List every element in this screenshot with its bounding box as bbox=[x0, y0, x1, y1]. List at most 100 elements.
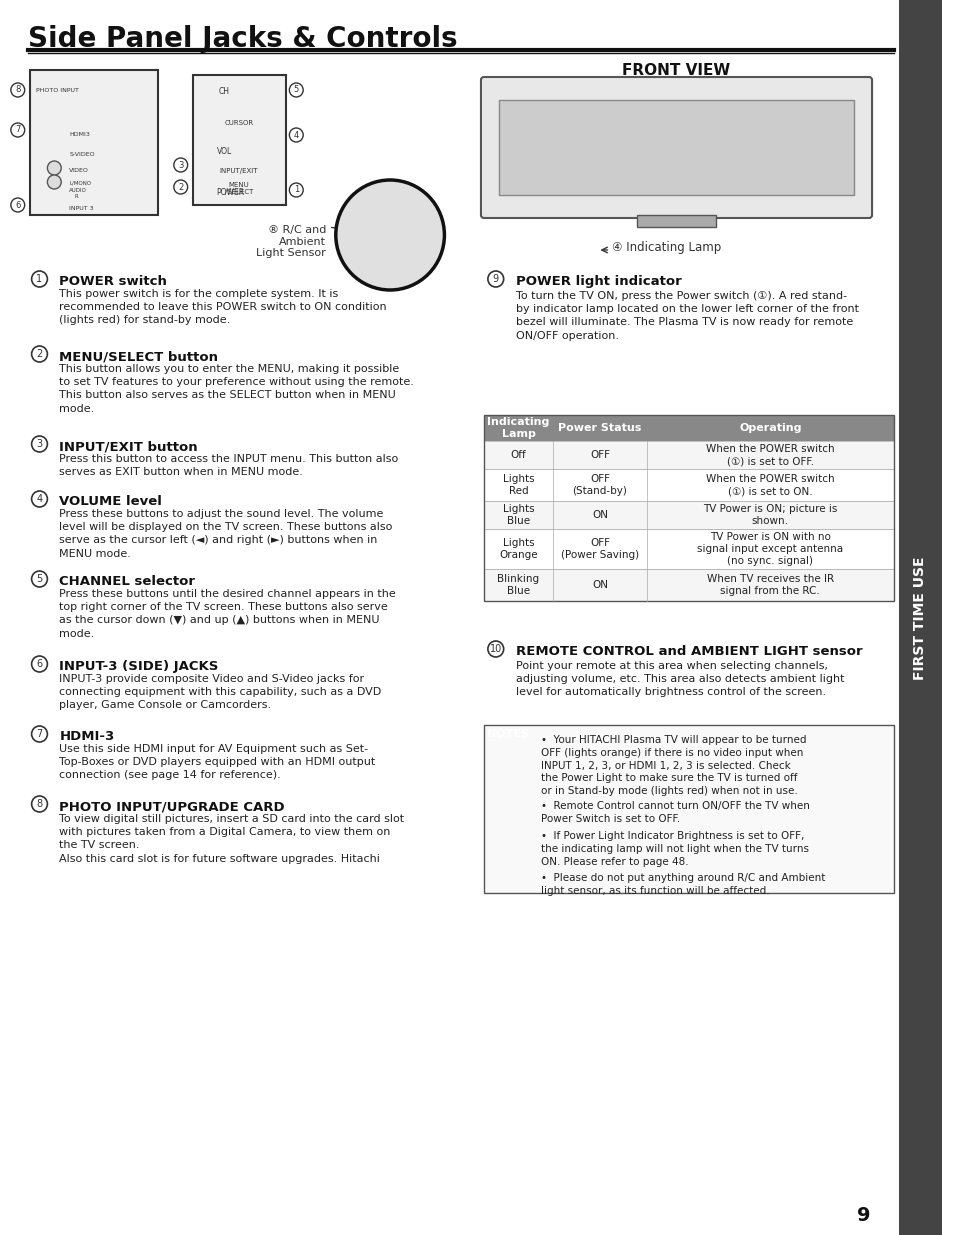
Text: S-VIDEO: S-VIDEO bbox=[69, 152, 94, 158]
Text: 1: 1 bbox=[36, 274, 43, 284]
Text: •  If Power Light Indicator Brightness is set to OFF,
the indicating lamp will n: • If Power Light Indicator Brightness is… bbox=[540, 831, 808, 867]
Text: OFF
(Stand-by): OFF (Stand-by) bbox=[572, 474, 627, 496]
Text: 2: 2 bbox=[178, 183, 183, 191]
Text: Press these buttons until the desired channel appears in the
top right corner of: Press these buttons until the desired ch… bbox=[59, 589, 395, 638]
FancyBboxPatch shape bbox=[637, 215, 716, 227]
Text: 8: 8 bbox=[36, 799, 43, 809]
Circle shape bbox=[487, 641, 503, 657]
Text: This button allows you to enter the MENU, making it possible
to set TV features : This button allows you to enter the MENU… bbox=[59, 364, 414, 414]
FancyBboxPatch shape bbox=[483, 441, 893, 469]
Text: Power Status: Power Status bbox=[558, 424, 641, 433]
Circle shape bbox=[48, 161, 61, 175]
Text: When TV receives the IR
signal from the RC.: When TV receives the IR signal from the … bbox=[706, 574, 833, 597]
FancyBboxPatch shape bbox=[483, 569, 893, 601]
Text: 3: 3 bbox=[178, 161, 183, 169]
Text: VOL: VOL bbox=[216, 147, 232, 156]
Text: POWER: POWER bbox=[215, 188, 244, 198]
Text: 5: 5 bbox=[36, 574, 43, 584]
Text: TV Power is ON; picture is
shown.: TV Power is ON; picture is shown. bbox=[702, 504, 837, 526]
Text: INPUT 3: INPUT 3 bbox=[69, 206, 93, 211]
FancyBboxPatch shape bbox=[898, 0, 942, 1235]
Text: R: R bbox=[74, 194, 78, 200]
Text: 8: 8 bbox=[15, 85, 20, 95]
Text: Side Panel Jacks & Controls: Side Panel Jacks & Controls bbox=[28, 25, 456, 53]
Text: REMOTE CONTROL and AMBIENT LIGHT sensor: REMOTE CONTROL and AMBIENT LIGHT sensor bbox=[515, 645, 862, 658]
Circle shape bbox=[31, 436, 48, 452]
Text: FRONT VIEW: FRONT VIEW bbox=[621, 63, 730, 78]
Text: This power switch is for the complete system. It is
recommended to leave this PO: This power switch is for the complete sy… bbox=[59, 289, 387, 325]
Text: •  Please do not put anything around R/C and Ambient
light sensor, as its functi: • Please do not put anything around R/C … bbox=[540, 873, 824, 895]
Text: Blinking
Blue: Blinking Blue bbox=[497, 574, 539, 597]
Text: POWER light indicator: POWER light indicator bbox=[515, 275, 680, 288]
Text: ® R/C and
Ambient
Light Sensor: ® R/C and Ambient Light Sensor bbox=[256, 225, 326, 258]
Text: INPUT-3 (SIDE) JACKS: INPUT-3 (SIDE) JACKS bbox=[59, 659, 218, 673]
Text: When the POWER switch
(①) is set to ON.: When the POWER switch (①) is set to ON. bbox=[705, 474, 834, 496]
Circle shape bbox=[487, 270, 503, 287]
Circle shape bbox=[31, 656, 48, 672]
Text: /SELECT: /SELECT bbox=[225, 189, 253, 195]
Text: •  Remote Control cannot turn ON/OFF the TV when
Power Switch is set to OFF.: • Remote Control cannot turn ON/OFF the … bbox=[540, 802, 809, 824]
Text: MENU/SELECT button: MENU/SELECT button bbox=[59, 350, 218, 363]
FancyBboxPatch shape bbox=[193, 75, 286, 205]
Text: INPUT-3 provide composite Video and S-Video jacks for
connecting equipment with : INPUT-3 provide composite Video and S-Vi… bbox=[59, 674, 381, 710]
Text: HDMI3: HDMI3 bbox=[69, 132, 90, 137]
Text: PHOTO INPUT: PHOTO INPUT bbox=[36, 88, 79, 93]
Text: CHANNEL selector: CHANNEL selector bbox=[59, 576, 195, 588]
Text: 6: 6 bbox=[15, 200, 20, 210]
Circle shape bbox=[289, 128, 303, 142]
Text: 9: 9 bbox=[857, 1207, 870, 1225]
Text: VIDEO: VIDEO bbox=[69, 168, 89, 173]
Text: Lights
Blue: Lights Blue bbox=[502, 504, 534, 526]
Text: Press these buttons to adjust the sound level. The volume
level will be displaye: Press these buttons to adjust the sound … bbox=[59, 509, 393, 558]
Circle shape bbox=[31, 346, 48, 362]
Text: VOLUME level: VOLUME level bbox=[59, 495, 162, 508]
Text: 3: 3 bbox=[36, 438, 43, 450]
Text: To view digital still pictures, insert a SD card into the card slot
with picture: To view digital still pictures, insert a… bbox=[59, 814, 404, 863]
Text: 6: 6 bbox=[36, 659, 43, 669]
Text: CURSOR: CURSOR bbox=[224, 120, 253, 126]
Circle shape bbox=[31, 492, 48, 508]
Text: OFF
(Power Saving): OFF (Power Saving) bbox=[560, 537, 639, 561]
Text: 4: 4 bbox=[294, 131, 298, 140]
Circle shape bbox=[31, 797, 48, 811]
Circle shape bbox=[173, 158, 188, 172]
FancyBboxPatch shape bbox=[480, 77, 871, 219]
Text: Operating: Operating bbox=[739, 424, 801, 433]
Text: Indicating
Lamp: Indicating Lamp bbox=[487, 417, 549, 438]
Text: ④ Indicating Lamp: ④ Indicating Lamp bbox=[612, 242, 720, 254]
FancyBboxPatch shape bbox=[483, 415, 893, 441]
Circle shape bbox=[10, 198, 25, 212]
Text: CH: CH bbox=[218, 86, 230, 96]
FancyBboxPatch shape bbox=[483, 469, 893, 501]
Text: Lights
Red: Lights Red bbox=[502, 474, 534, 496]
Circle shape bbox=[335, 180, 444, 290]
Text: 7: 7 bbox=[36, 729, 43, 739]
Circle shape bbox=[31, 571, 48, 587]
Text: INPUT/EXIT button: INPUT/EXIT button bbox=[59, 440, 197, 453]
Text: 5: 5 bbox=[294, 85, 298, 95]
FancyBboxPatch shape bbox=[30, 70, 158, 215]
Text: POWER switch: POWER switch bbox=[59, 275, 167, 288]
FancyBboxPatch shape bbox=[483, 725, 893, 893]
Text: FIRST TIME USE: FIRST TIME USE bbox=[912, 556, 926, 679]
Text: Off: Off bbox=[510, 450, 526, 459]
Text: INPUT/EXIT: INPUT/EXIT bbox=[219, 168, 258, 174]
Circle shape bbox=[31, 726, 48, 742]
Text: Lights
Orange: Lights Orange bbox=[498, 537, 537, 561]
Text: L/MONO: L/MONO bbox=[69, 180, 91, 185]
Text: MENU: MENU bbox=[229, 182, 249, 188]
Circle shape bbox=[10, 124, 25, 137]
Circle shape bbox=[289, 83, 303, 98]
FancyBboxPatch shape bbox=[483, 501, 893, 529]
FancyBboxPatch shape bbox=[483, 725, 531, 743]
Circle shape bbox=[48, 175, 61, 189]
Text: AUDIO: AUDIO bbox=[69, 188, 87, 193]
FancyBboxPatch shape bbox=[498, 100, 853, 195]
Text: 9: 9 bbox=[492, 274, 498, 284]
Text: OFF: OFF bbox=[589, 450, 609, 459]
Text: To turn the TV ON, press the Power switch (①). A red stand-
by indicator lamp lo: To turn the TV ON, press the Power switc… bbox=[515, 291, 858, 341]
Text: When the POWER switch
(①) is set to OFF.: When the POWER switch (①) is set to OFF. bbox=[705, 443, 834, 466]
Text: NOTES: NOTES bbox=[486, 729, 528, 739]
Text: 1: 1 bbox=[294, 185, 298, 194]
Text: 4: 4 bbox=[36, 494, 43, 504]
